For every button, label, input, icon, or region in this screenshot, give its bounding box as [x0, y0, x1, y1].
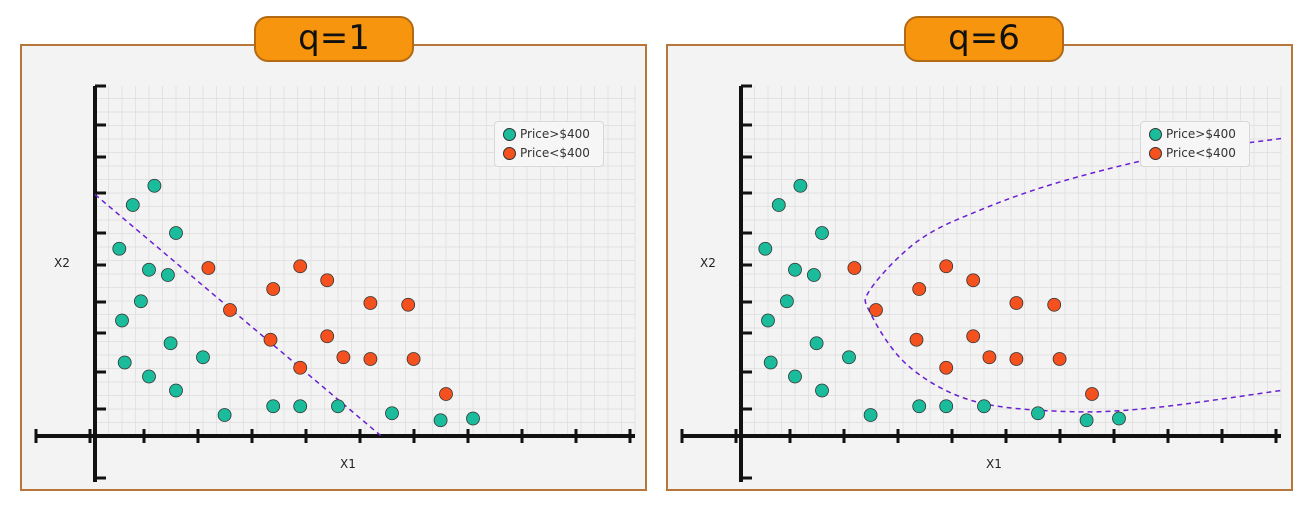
data-point	[842, 350, 856, 365]
scatter-plot-q6	[680, 84, 1282, 482]
data-point	[223, 303, 237, 317]
data-point	[293, 259, 308, 274]
data-point	[117, 355, 132, 370]
legend-label-above: Price>$400	[520, 127, 590, 141]
legend-label-above: Price>$400	[1166, 127, 1236, 141]
data-point	[912, 282, 927, 296]
data-point	[939, 360, 954, 375]
data-point	[134, 294, 148, 309]
data-point	[912, 399, 927, 414]
data-point	[363, 296, 378, 310]
scatter-plot-q1	[34, 84, 636, 482]
data-point	[266, 399, 281, 414]
data-point	[163, 336, 178, 351]
data-point	[793, 178, 808, 193]
data-point	[780, 294, 794, 309]
data-point	[815, 226, 829, 240]
chart-title-q6: q=6	[904, 16, 1064, 62]
data-point	[125, 198, 140, 212]
legend-item-above: Price>$400	[1149, 125, 1236, 143]
legend-item-below: Price<$400	[503, 144, 590, 162]
data-point	[112, 241, 127, 256]
data-point	[863, 408, 878, 422]
x-axis-label: X1	[340, 457, 356, 471]
data-point	[788, 262, 802, 277]
legend-label-below: Price<$400	[1166, 146, 1236, 160]
data-point	[1079, 413, 1094, 428]
data-point	[385, 406, 399, 421]
data-point	[196, 350, 210, 365]
chart-title-q1: q=1	[254, 16, 414, 62]
data-point	[320, 273, 335, 288]
data-point	[147, 178, 162, 193]
data-point	[169, 383, 183, 398]
legend-dot-below	[503, 147, 516, 160]
data-point	[217, 408, 232, 422]
y-axis-label: X2	[700, 256, 716, 270]
data-point	[1009, 296, 1024, 310]
series-above	[758, 178, 1126, 428]
data-point	[169, 226, 183, 240]
data-point	[758, 241, 773, 256]
data-point	[809, 336, 824, 351]
legend: Price>$400 Price<$400	[1140, 121, 1250, 167]
decision-boundary	[864, 137, 1282, 413]
grid	[94, 86, 636, 437]
y-axis-label: X2	[54, 256, 70, 270]
data-point	[142, 369, 156, 384]
data-point	[142, 262, 156, 277]
data-point	[466, 411, 480, 426]
series-below	[847, 259, 1099, 401]
data-point	[806, 268, 821, 282]
data-point	[336, 350, 351, 365]
data-point	[977, 399, 991, 414]
data-point	[263, 332, 278, 347]
data-point	[909, 332, 924, 347]
data-point	[160, 268, 175, 282]
data-point	[401, 297, 416, 312]
legend-label-below: Price<$400	[520, 146, 590, 160]
data-point	[788, 369, 802, 384]
data-point	[433, 413, 448, 428]
data-point	[1031, 406, 1045, 421]
data-point	[771, 198, 786, 212]
data-point	[763, 355, 778, 370]
data-point	[982, 350, 997, 365]
legend-dot-below	[1149, 147, 1162, 160]
data-point	[847, 261, 862, 275]
data-point	[1009, 352, 1024, 366]
data-point	[406, 352, 421, 366]
chart-panel-q1: Price>$400 Price<$400 X1 X2	[20, 44, 647, 491]
legend-dot-above	[1149, 128, 1162, 141]
data-point	[869, 303, 883, 317]
data-point	[439, 387, 453, 401]
legend-item-above: Price>$400	[503, 125, 590, 143]
data-point	[939, 399, 954, 414]
data-point	[761, 313, 775, 328]
data-point	[115, 313, 129, 328]
x-axis-label: X1	[986, 457, 1002, 471]
data-point	[966, 329, 981, 344]
data-point	[266, 282, 281, 296]
data-point	[201, 261, 216, 275]
data-point	[331, 399, 345, 414]
series-below	[201, 259, 453, 401]
data-point	[293, 360, 308, 375]
data-point	[363, 352, 378, 366]
data-point	[815, 383, 829, 398]
legend-item-below: Price<$400	[1149, 144, 1236, 162]
data-point	[320, 329, 335, 344]
series-above	[112, 178, 480, 428]
legend-dot-above	[503, 128, 516, 141]
data-point	[1085, 387, 1099, 401]
data-point	[1047, 297, 1062, 312]
data-point	[966, 273, 981, 288]
data-point	[939, 259, 954, 274]
data-point	[1112, 411, 1126, 426]
data-point	[1052, 352, 1067, 366]
data-point	[293, 399, 308, 414]
legend: Price>$400 Price<$400	[494, 121, 604, 167]
chart-panel-q6: Price>$400 Price<$400 X1 X2	[666, 44, 1293, 491]
